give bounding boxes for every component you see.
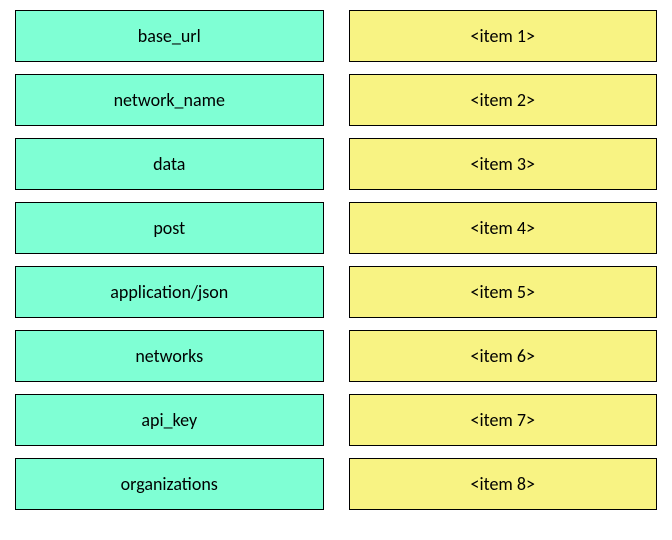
list-item: <item 3> [349,138,658,190]
right-column: <item 1> <item 2> <item 3> <item 4> <ite… [349,10,658,510]
list-item: <item 5> [349,266,658,318]
left-column: base_url network_name data post applicat… [15,10,324,510]
list-item: networks [15,330,324,382]
list-item: organizations [15,458,324,510]
list-item: base_url [15,10,324,62]
list-item: <item 1> [349,10,658,62]
list-item: network_name [15,74,324,126]
two-column-grid: base_url network_name data post applicat… [15,10,657,510]
list-item: <item 2> [349,74,658,126]
list-item: <item 8> [349,458,658,510]
list-item: data [15,138,324,190]
list-item: <item 4> [349,202,658,254]
list-item: <item 7> [349,394,658,446]
list-item: <item 6> [349,330,658,382]
list-item: post [15,202,324,254]
list-item: api_key [15,394,324,446]
list-item: application/json [15,266,324,318]
